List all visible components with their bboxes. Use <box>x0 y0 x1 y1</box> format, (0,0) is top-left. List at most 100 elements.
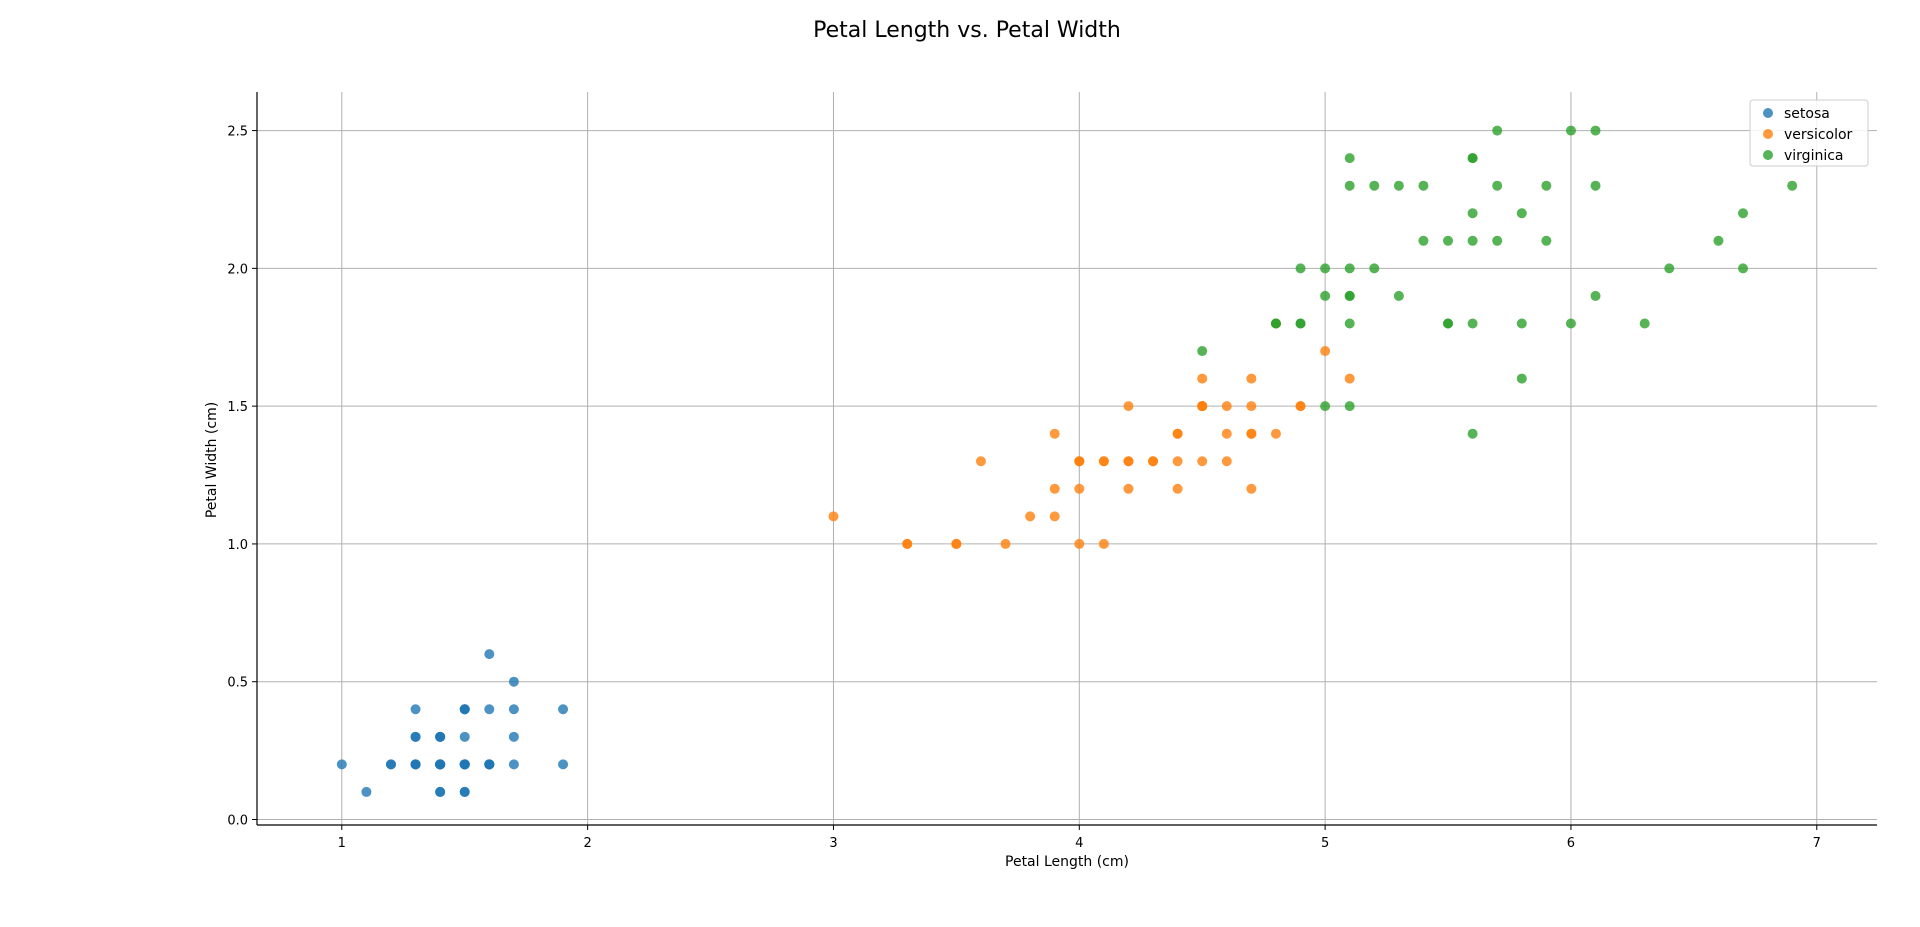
data-point-virginica <box>1713 235 1724 246</box>
data-point-setosa <box>508 704 519 715</box>
data-point-virginica <box>1344 290 1355 301</box>
data-point-virginica <box>1344 180 1355 191</box>
data-point-setosa <box>484 759 495 770</box>
data-point-setosa <box>410 759 421 770</box>
data-point-versicolor <box>1197 401 1208 412</box>
series-versicolor <box>828 318 1355 549</box>
data-point-virginica <box>1590 180 1601 191</box>
data-point-setosa <box>435 786 446 797</box>
data-point-virginica <box>1565 318 1576 329</box>
data-points <box>336 125 1798 797</box>
grid-lines <box>257 92 1877 825</box>
series-virginica <box>1197 125 1798 439</box>
data-point-versicolor <box>1049 428 1060 439</box>
data-point-virginica <box>1738 263 1749 274</box>
data-point-virginica <box>1565 125 1576 136</box>
data-point-virginica <box>1393 180 1404 191</box>
y-axis-label: Petal Width (cm) <box>204 402 220 518</box>
data-point-virginica <box>1295 318 1306 329</box>
data-point-setosa <box>435 731 446 742</box>
data-point-virginica <box>1639 318 1650 329</box>
x-tick-label: 6 <box>1567 836 1575 851</box>
data-point-setosa <box>558 759 569 770</box>
data-point-virginica <box>1344 263 1355 274</box>
y-tick-label: 0.5 <box>227 676 248 691</box>
data-point-virginica <box>1787 180 1798 191</box>
data-point-setosa <box>484 649 495 660</box>
data-point-setosa <box>435 759 446 770</box>
data-point-setosa <box>336 759 347 770</box>
data-point-versicolor <box>1074 456 1085 467</box>
data-point-versicolor <box>1246 428 1257 439</box>
y-tick-label: 2.0 <box>227 262 248 277</box>
legend-label-setosa: setosa <box>1784 106 1830 122</box>
data-point-versicolor <box>902 538 913 549</box>
data-point-virginica <box>1369 263 1380 274</box>
data-point-virginica <box>1492 180 1503 191</box>
data-point-setosa <box>410 731 421 742</box>
legend-marker-virginica <box>1763 150 1773 160</box>
data-point-versicolor <box>1344 373 1355 384</box>
data-point-virginica <box>1393 290 1404 301</box>
data-point-versicolor <box>1320 346 1331 357</box>
data-point-virginica <box>1516 318 1527 329</box>
data-point-virginica <box>1270 318 1281 329</box>
x-tick-label: 1 <box>338 836 346 851</box>
data-point-versicolor <box>1221 401 1232 412</box>
data-point-virginica <box>1590 125 1601 136</box>
data-point-versicolor <box>1000 538 1011 549</box>
data-point-virginica <box>1467 428 1478 439</box>
data-point-versicolor <box>1197 456 1208 467</box>
data-point-virginica <box>1344 153 1355 164</box>
data-point-virginica <box>1516 208 1527 219</box>
data-point-virginica <box>1344 401 1355 412</box>
data-point-versicolor <box>1049 511 1060 522</box>
y-tick-label: 0.0 <box>227 813 248 828</box>
chart-title: Petal Length vs. Petal Width <box>813 18 1121 43</box>
data-point-virginica <box>1197 346 1208 357</box>
data-point-virginica <box>1320 290 1331 301</box>
data-point-virginica <box>1467 235 1478 246</box>
x-tick-label: 5 <box>1321 836 1329 851</box>
data-point-versicolor <box>1123 483 1134 494</box>
data-point-versicolor <box>1172 483 1183 494</box>
data-point-versicolor <box>1123 456 1134 467</box>
data-point-setosa <box>459 759 470 770</box>
data-point-virginica <box>1443 318 1454 329</box>
data-point-versicolor <box>1148 456 1159 467</box>
legend-label-virginica: virginica <box>1784 148 1844 164</box>
legend: setosa versicolor virginica <box>1749 99 1869 167</box>
data-point-virginica <box>1295 263 1306 274</box>
legend-label-versicolor: versicolor <box>1784 127 1853 143</box>
data-point-versicolor <box>1221 456 1232 467</box>
data-point-setosa <box>508 759 519 770</box>
data-point-setosa <box>385 759 396 770</box>
data-point-versicolor <box>1049 483 1060 494</box>
data-point-virginica <box>1369 180 1380 191</box>
data-point-versicolor <box>1098 538 1109 549</box>
data-point-virginica <box>1516 373 1527 384</box>
data-point-virginica <box>1467 318 1478 329</box>
x-tick-label: 3 <box>829 836 837 851</box>
data-point-versicolor <box>1123 401 1134 412</box>
data-point-versicolor <box>1295 401 1306 412</box>
legend-marker-setosa <box>1763 108 1773 118</box>
data-point-versicolor <box>828 511 839 522</box>
data-point-virginica <box>1467 208 1478 219</box>
data-point-setosa <box>508 731 519 742</box>
data-point-versicolor <box>1270 428 1281 439</box>
data-point-setosa <box>508 676 519 687</box>
data-point-virginica <box>1467 153 1478 164</box>
data-point-virginica <box>1664 263 1675 274</box>
data-point-virginica <box>1443 235 1454 246</box>
data-point-setosa <box>484 704 495 715</box>
x-axis-label: Petal Length (cm) <box>1005 854 1129 870</box>
data-point-virginica <box>1320 401 1331 412</box>
data-point-setosa <box>558 704 569 715</box>
y-tick-label: 2.5 <box>227 125 248 140</box>
data-point-virginica <box>1418 235 1429 246</box>
data-point-virginica <box>1344 318 1355 329</box>
data-point-virginica <box>1541 235 1552 246</box>
